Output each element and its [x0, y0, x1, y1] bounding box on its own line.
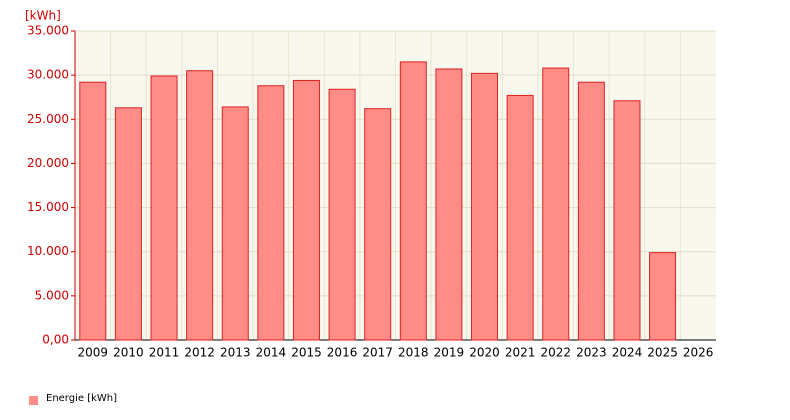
x-tick-label: 2020: [469, 346, 500, 360]
y-tick-label: 20.000: [27, 156, 69, 170]
y-axis-label: [kWh]: [25, 9, 61, 23]
bar: [292, 79, 320, 341]
y-tick-label: 35.000: [27, 24, 69, 38]
x-tick-label: 2015: [291, 346, 322, 360]
x-tick-label: 2018: [398, 346, 429, 360]
x-tick-label: 2012: [184, 346, 215, 360]
y-tick-label: 15.000: [27, 200, 69, 214]
bar: [114, 107, 142, 341]
x-tick-label: 2017: [362, 346, 393, 360]
bar: [257, 85, 285, 341]
bar: [150, 75, 178, 341]
bar: [542, 67, 570, 341]
x-tick-label: 2011: [149, 346, 180, 360]
bar: [364, 108, 392, 341]
y-tick-label: 10.000: [27, 244, 69, 258]
bar: [186, 70, 214, 341]
bar: [221, 106, 249, 341]
x-tick-label: 2013: [220, 346, 251, 360]
legend-label: Energie [kWh]: [46, 393, 117, 404]
x-tick-label: 2014: [256, 346, 287, 360]
y-tick-label: 30.000: [27, 68, 69, 82]
x-tick-label: 2023: [576, 346, 607, 360]
x-tick-label: 2025: [647, 346, 678, 360]
bar: [506, 94, 534, 341]
x-tick-label: 2026: [683, 346, 714, 360]
x-tick-label: 2009: [78, 346, 109, 360]
x-tick-label: 2021: [505, 346, 536, 360]
x-tick-label: 2019: [434, 346, 465, 360]
x-tick-label: 2010: [113, 346, 144, 360]
bar: [577, 81, 605, 341]
y-tick-label: 25.000: [27, 112, 69, 126]
bar: [399, 61, 427, 341]
bar: [649, 252, 677, 341]
x-tick-label: 2024: [612, 346, 643, 360]
bar: [79, 81, 107, 341]
x-tick-label: 2022: [540, 346, 571, 360]
bar: [328, 88, 356, 341]
y-tick-label: 5.000: [35, 288, 69, 302]
bar: [471, 72, 499, 341]
x-tick-label: 2016: [327, 346, 358, 360]
bar: [613, 100, 641, 341]
y-tick-label: 0,00: [42, 333, 69, 347]
legend-swatch: [29, 396, 38, 405]
bar: [435, 68, 463, 341]
